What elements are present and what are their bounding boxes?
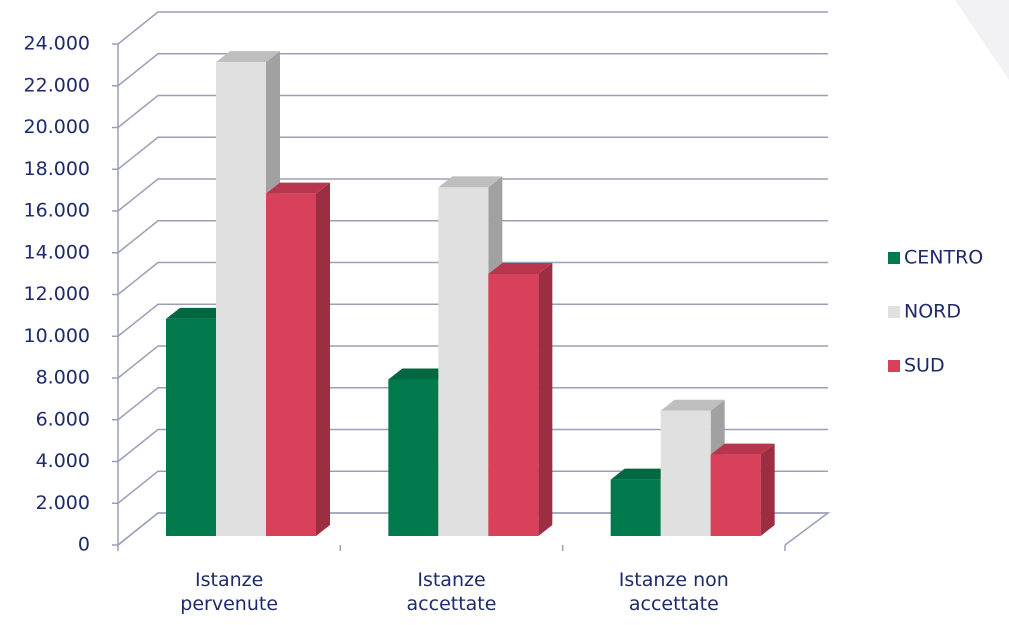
bar-top xyxy=(610,468,675,480)
decoration xyxy=(955,0,1009,80)
bar xyxy=(610,479,661,536)
grid-line xyxy=(117,303,828,337)
y-tick-label: 6.000 xyxy=(36,408,90,430)
grid-line xyxy=(117,428,828,463)
x-tick-label: Istanze pervenute xyxy=(180,569,279,615)
y-tick-label: 0 xyxy=(78,534,90,556)
grid-line xyxy=(117,512,828,546)
legend-swatch xyxy=(888,252,900,264)
bar-side xyxy=(538,263,553,536)
bar xyxy=(166,318,216,536)
bar-top xyxy=(438,176,503,188)
bar xyxy=(438,187,489,536)
y-tick-label: 12.000 xyxy=(24,283,90,305)
bar xyxy=(216,62,266,536)
legend-label: CENTRO xyxy=(904,247,983,269)
legend-label: NORD xyxy=(904,301,961,323)
grid-line xyxy=(117,94,828,129)
bar-side xyxy=(760,443,775,536)
grid-line xyxy=(117,387,828,421)
grid-line xyxy=(117,345,828,379)
y-tick-label: 18.000 xyxy=(24,158,90,180)
bar-top xyxy=(388,368,453,380)
grid-line xyxy=(117,11,828,45)
y-tick-label: 22.000 xyxy=(24,74,90,96)
y-tick-label: 2.000 xyxy=(36,492,90,514)
legend-label: SUD xyxy=(904,355,945,377)
bar-side xyxy=(316,182,330,536)
bar xyxy=(488,274,539,536)
grid-line xyxy=(117,53,828,87)
x-tick-label: Istanze accettate xyxy=(406,569,497,615)
bar xyxy=(266,193,316,536)
y-tick-label: 8.000 xyxy=(36,367,90,389)
y-tick-label: 4.000 xyxy=(36,450,90,472)
grid-line xyxy=(117,470,828,504)
bar-top xyxy=(660,399,725,411)
bar xyxy=(388,379,439,536)
legend-swatch xyxy=(888,306,900,318)
y-tick-label: 16.000 xyxy=(24,200,90,222)
bar xyxy=(660,410,711,536)
grid-line xyxy=(117,220,828,254)
y-tick-label: 14.000 xyxy=(24,241,90,263)
legend-swatch xyxy=(888,360,900,372)
bar xyxy=(710,454,761,536)
grid-line xyxy=(117,178,828,212)
y-tick-label: 20.000 xyxy=(24,116,90,138)
grid-line xyxy=(117,261,828,296)
bar-top xyxy=(488,263,553,275)
y-tick-label: 10.000 xyxy=(24,325,90,347)
bar-top xyxy=(266,182,330,194)
grid-line xyxy=(117,136,828,170)
x-tick-label: Istanze non accettate xyxy=(618,569,729,615)
bar-top xyxy=(710,443,775,455)
y-tick-label: 24.000 xyxy=(24,33,90,55)
bar-top xyxy=(216,51,280,63)
bar-top xyxy=(166,307,230,319)
